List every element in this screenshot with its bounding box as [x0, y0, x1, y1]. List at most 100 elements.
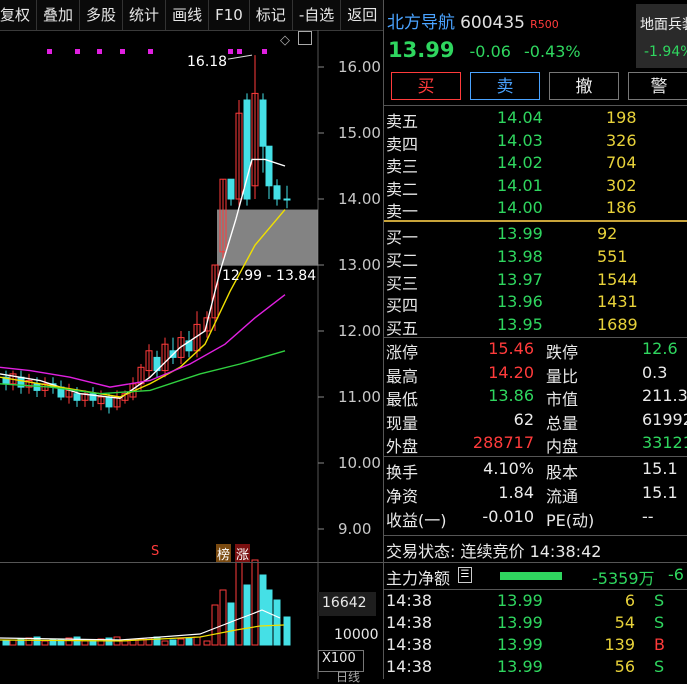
stat-value: -0.010 — [482, 507, 534, 526]
diamond-icon[interactable]: ◇ — [280, 33, 290, 48]
last-price: 13.99 — [388, 38, 455, 62]
candle-body — [97, 396, 105, 405]
candle-body — [25, 380, 33, 388]
bid-row[interactable]: 买二 13.98 551 — [384, 247, 687, 270]
stat-row[interactable]: 收益(一) -0.010 PE(动) -- — [384, 507, 687, 530]
volume-bar — [177, 638, 185, 646]
bid-volume: 92 — [597, 224, 618, 243]
tick-row[interactable]: 14:38 13.99 56 S — [384, 657, 687, 680]
ask-row[interactable]: 卖二 14.01 302 — [384, 176, 687, 199]
period-label[interactable]: 日线 — [336, 670, 361, 684]
toolbar-watchlist-button[interactable]: -自选 — [293, 0, 342, 30]
toolbar-mark-button[interactable]: 标记 — [250, 0, 293, 30]
toolbar-f10-button[interactable]: F10 — [209, 0, 250, 30]
r-badge: R500 — [530, 18, 559, 31]
stat-label: 外盘 — [386, 437, 419, 456]
bid-price: 13.95 — [497, 315, 543, 335]
bid-price: 13.99 — [497, 224, 543, 243]
volume-readout-box — [318, 592, 376, 616]
candle-body — [33, 383, 41, 391]
buy-button[interactable]: 买 — [391, 72, 461, 100]
toolbar-draw-line-button[interactable]: 画线 — [166, 0, 210, 30]
volume-bar — [169, 639, 177, 646]
bid-label: 买四 — [386, 296, 419, 316]
divider — [384, 105, 687, 106]
price-axis-label: 9.00 — [338, 520, 372, 538]
candlestick-chart[interactable] — [0, 30, 383, 679]
alert-button[interactable]: 警 — [628, 72, 687, 100]
ma60-line — [0, 350, 286, 395]
stat-label: 净资 — [386, 487, 419, 506]
bid-row[interactable]: 买五 13.95 1689 — [384, 315, 687, 338]
price-change: -0.06 — [469, 42, 511, 61]
ask-row[interactable]: 卖四 14.03 326 — [384, 131, 687, 154]
bid-row[interactable]: 买四 13.96 1431 — [384, 292, 687, 315]
tick-row[interactable]: 14:38 13.99 139 B — [384, 635, 687, 658]
stat-value: -- — [642, 507, 654, 526]
stat-row[interactable]: 最低 13.86 市值 211.3 — [384, 386, 687, 409]
tick-volume: 54 — [614, 613, 635, 632]
stat-value: 15.1 — [642, 483, 678, 502]
ask-volume: 198 — [606, 108, 637, 127]
candle-body — [203, 317, 211, 332]
ask-row[interactable]: 卖三 14.02 704 — [384, 153, 687, 176]
main-flow-row[interactable]: 主力净额 ☰ -5359万 -6 — [384, 565, 687, 588]
cancel-order-button[interactable]: 撤 — [549, 72, 619, 100]
volume-ma5-line — [0, 609, 281, 641]
price-range-selection — [217, 209, 318, 266]
price-axis-label: 16.00 — [338, 58, 381, 76]
price-axis-label: 13.00 — [338, 256, 381, 274]
toolbar-multi-stock-button[interactable]: 多股 — [80, 0, 124, 30]
volume-bar — [273, 599, 281, 646]
stat-row[interactable]: 净资 1.84 流通 15.1 — [384, 483, 687, 506]
stat-label: 现量 — [386, 413, 419, 433]
window-toggle-icon[interactable] — [298, 31, 312, 45]
toolbar-stats-button[interactable]: 统计 — [123, 0, 167, 30]
ask-row[interactable]: 卖一 14.00 186 — [384, 198, 687, 221]
divider — [384, 589, 687, 590]
bid-price: 13.96 — [497, 292, 543, 312]
volume-bar — [2, 640, 10, 646]
sector-index-box[interactable]: 地面兵装 -1.94% — [636, 4, 687, 68]
ask-volume: 326 — [606, 130, 637, 150]
marker-dot — [262, 49, 267, 54]
stat-row[interactable]: 换手 4.10% 股本 15.1 — [384, 459, 687, 482]
stat-label: 内盘 — [546, 437, 579, 456]
volume-axis-label: 16642 — [322, 595, 367, 611]
stat-row[interactable]: 最高 14.20 量比 0.3 — [384, 363, 687, 386]
tick-row[interactable]: 14:38 13.99 54 S — [384, 613, 687, 636]
bid-price: 13.98 — [497, 246, 543, 266]
leaderboard-tag[interactable]: 榜 — [216, 544, 232, 563]
sell-button[interactable]: 卖 — [470, 72, 540, 100]
stat-value: 14.20 — [488, 362, 534, 382]
candle-body — [243, 99, 251, 200]
toolbar-fuquan-button[interactable]: 复权 — [0, 0, 38, 30]
volume-bar — [219, 589, 227, 646]
bid-row[interactable]: 买三 13.97 1544 — [384, 270, 687, 293]
flow-bar — [500, 572, 562, 580]
stock-name[interactable]: 北方导航 — [387, 13, 455, 33]
price-axis-label: 14.00 — [338, 190, 381, 208]
bid-row[interactable]: 买一 13.99 92 — [384, 224, 687, 247]
stat-label: 最高 — [386, 366, 419, 386]
list-icon[interactable]: ☰ — [458, 567, 472, 583]
candle-body — [161, 343, 169, 372]
volume-bar — [121, 640, 129, 646]
limit-up-tag[interactable]: 涨 — [235, 544, 251, 563]
ask-price: 14.03 — [497, 130, 543, 150]
stat-row[interactable]: 涨停 15.46 跌停 12.6 — [384, 339, 687, 362]
stat-value: 61992 — [642, 409, 687, 429]
tick-side: S — [654, 657, 665, 676]
ask-row[interactable]: 卖五 14.04 198 — [384, 108, 687, 131]
toolbar-overlay-button[interactable]: 叠加 — [37, 0, 81, 30]
trade-status-row: 交易状态: 连续竞价 14:38:42 — [384, 538, 687, 561]
stat-row[interactable]: 现量 62 总量 61992 — [384, 410, 687, 433]
bid-price: 13.97 — [497, 269, 543, 289]
toolbar-back-button[interactable]: 返回 — [341, 0, 385, 30]
tick-price: 13.99 — [497, 613, 543, 632]
s-tag[interactable]: S — [151, 544, 160, 559]
stat-row[interactable]: 外盘 288717 内盘 33121 — [384, 433, 687, 456]
candle-body — [265, 145, 273, 187]
tick-row[interactable]: 14:38 13.99 6 S — [384, 591, 687, 614]
divider — [384, 337, 687, 338]
